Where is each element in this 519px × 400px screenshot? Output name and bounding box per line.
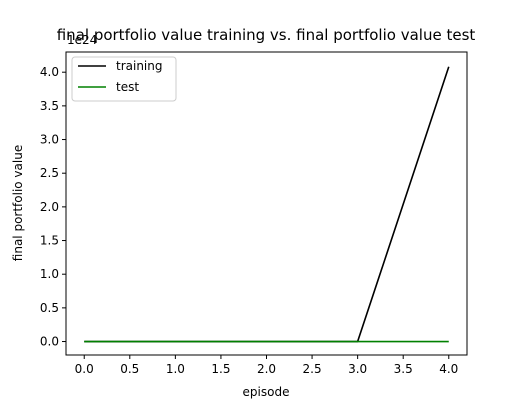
series-line-training — [84, 66, 450, 343]
y-tick-label: 3.5 — [40, 99, 59, 113]
plot-frame — [65, 51, 468, 356]
x-tick-label: 3.0 — [348, 362, 367, 376]
legend-box — [71, 56, 177, 102]
chart-title: final portfolio value training vs. final… — [57, 26, 476, 44]
axis-ticks: 0.0 0.5 1.0 1.5 2.0 2.5 3.0 3.5 4.0 0.0 0.5 1.0 1.5 2… — [40, 65, 458, 376]
x-tick-label: 2.0 — [257, 362, 276, 376]
x-tick-label: 0.0 — [75, 362, 94, 376]
y-tick-label: 0.0 — [40, 335, 59, 349]
series-lines — [84, 66, 450, 343]
x-tick-label: 1.5 — [211, 362, 230, 376]
legend-label-test: test — [116, 80, 139, 94]
x-tick-label: 4.0 — [439, 362, 458, 376]
x-tick-label: 1.0 — [166, 362, 185, 376]
x-tick-label: 3.5 — [394, 362, 413, 376]
y-tick-label: 2.5 — [40, 166, 59, 180]
x-tick-label: 2.5 — [303, 362, 322, 376]
y-tick-label: 0.5 — [40, 301, 59, 315]
x-tick-label: 0.5 — [120, 362, 139, 376]
y-tick-label: 1.5 — [40, 234, 59, 248]
y-offset-text: 1e24 — [67, 33, 97, 47]
x-axis-label: episode — [243, 385, 290, 399]
y-tick-label: 2.0 — [40, 200, 59, 214]
y-tick-label: 4.0 — [40, 65, 59, 79]
legend: training test — [71, 56, 177, 102]
legend-label-training: training — [116, 59, 163, 73]
y-axis-label: final portfolio value — [11, 145, 25, 261]
y-tick-label: 1.0 — [40, 267, 59, 281]
y-tick-label: 3.0 — [40, 133, 59, 147]
